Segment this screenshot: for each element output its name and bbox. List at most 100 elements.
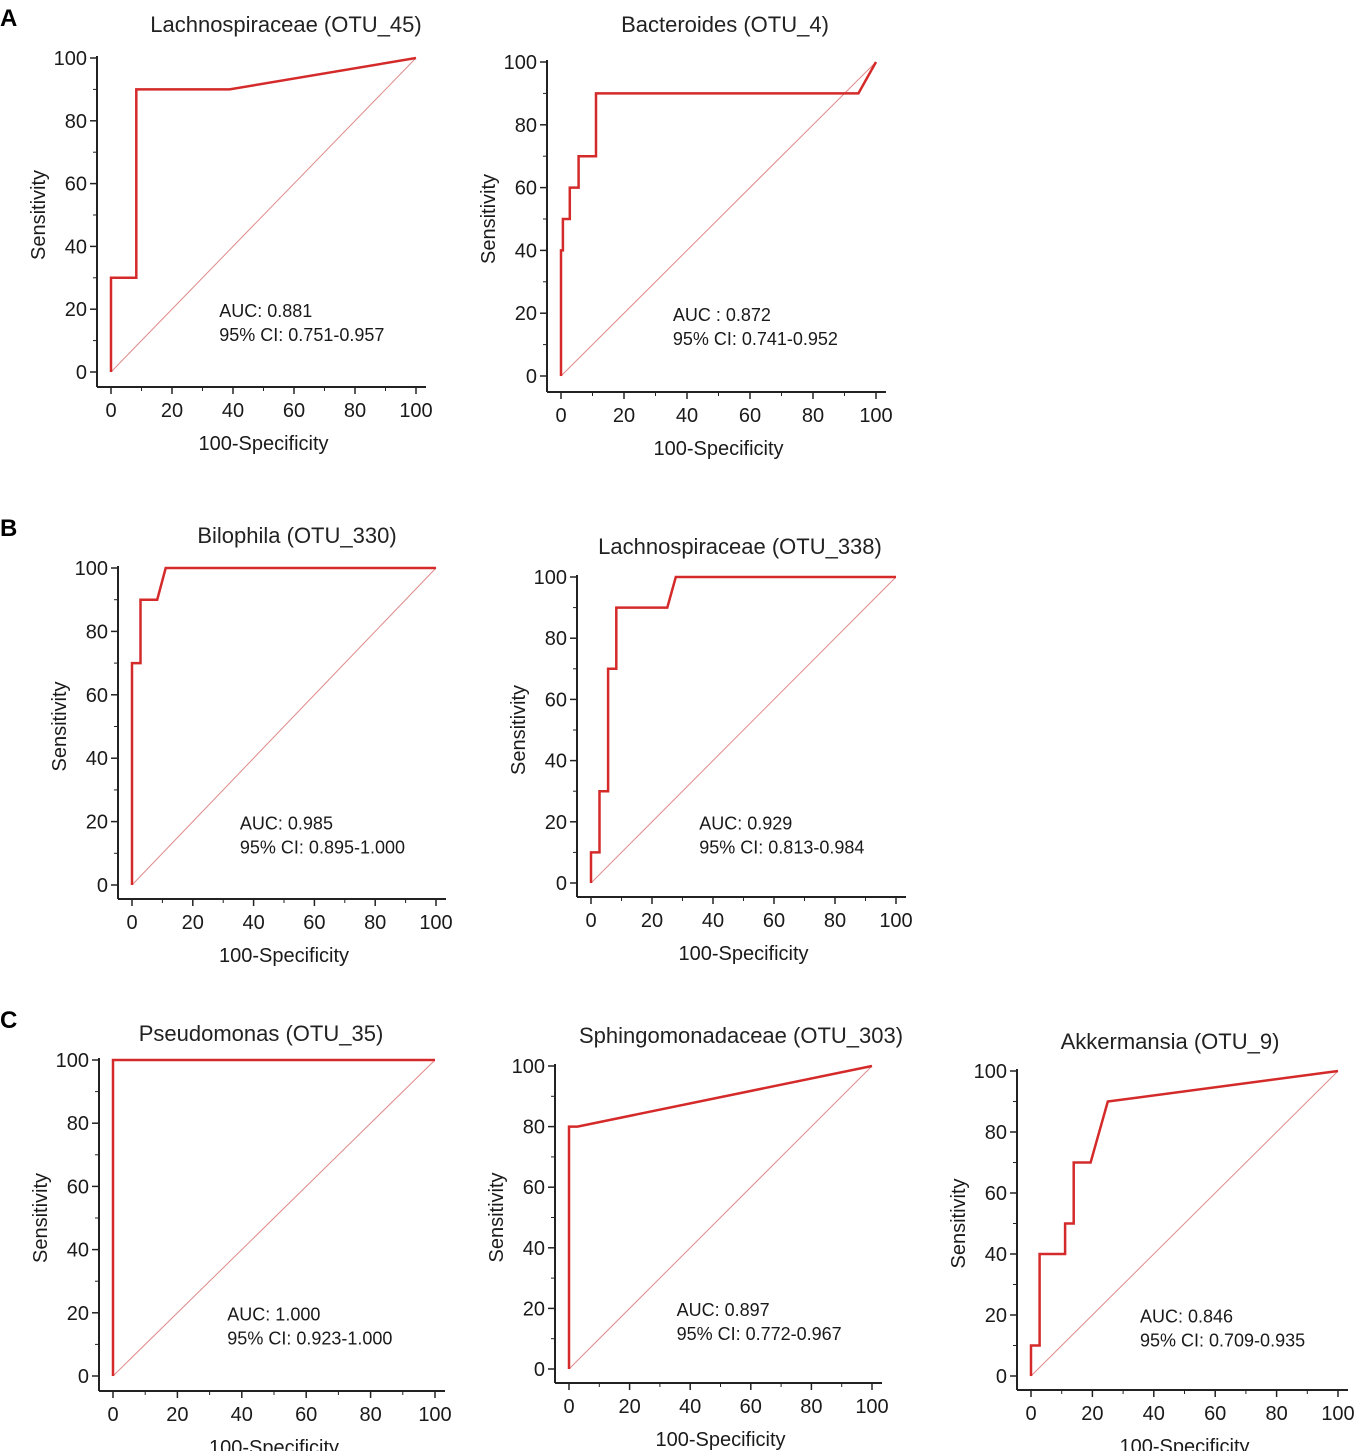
x-tick-label: 100 <box>419 912 452 934</box>
x-tick-label: 0 <box>555 405 566 427</box>
x-tick-label: 100 <box>879 910 912 932</box>
roc-chart-6: 0 20 40 60 80 100 0 20 40 60 80 100 Akkermansia (OTU… <box>948 1029 1355 1451</box>
y-axis-label: Sensitivity <box>948 1178 970 1268</box>
x-axis-label: 100-Specificity <box>209 1437 339 1451</box>
reference-diagonal <box>590 576 897 884</box>
y-axis-label: Sensitivity <box>30 1173 52 1263</box>
y-tick-label: 60 <box>86 685 108 707</box>
ci-annotation: 95% CI: 0.772-0.967 <box>677 1324 842 1344</box>
auc-annotation: AUC: 0.985 <box>240 814 333 834</box>
charts-layer: 0 20 40 60 80 100 0 20 40 60 80 100 Lachnospiraceae … <box>28 12 1355 1451</box>
reference-diagonal <box>110 57 417 373</box>
y-axis-label: Sensitivity <box>478 174 500 264</box>
x-tick-label: 20 <box>161 400 183 422</box>
x-tick-label: 60 <box>303 912 325 934</box>
y-tick-label: 0 <box>996 1366 1007 1388</box>
roc-chart-3: 0 20 40 60 80 100 0 20 40 60 80 100 Lachnospiraceae … <box>508 534 913 965</box>
panel-letter-b: B <box>0 515 17 542</box>
y-tick-label: 20 <box>65 299 87 321</box>
x-tick-label: 40 <box>679 1396 701 1418</box>
x-tick-label: 80 <box>359 1404 381 1426</box>
y-tick-label: 20 <box>545 812 567 834</box>
x-tick-label: 0 <box>126 912 137 934</box>
y-tick-label: 80 <box>523 1117 545 1139</box>
y-tick-label: 20 <box>86 812 108 834</box>
y-axis-label: Sensitivity <box>28 170 50 260</box>
y-tick-label: 100 <box>54 48 87 70</box>
x-tick-label: 60 <box>295 1404 317 1426</box>
ci-annotation: 95% CI: 0.923-1.000 <box>227 1329 392 1349</box>
y-tick-label: 100 <box>512 1056 545 1078</box>
chart-title: Sphingomonadaceae (OTU_303) <box>579 1023 903 1048</box>
x-tick-label: 20 <box>613 405 635 427</box>
y-tick-label: 100 <box>504 52 537 74</box>
y-tick-label: 60 <box>65 174 87 196</box>
roc-curve <box>559 61 878 376</box>
auc-annotation: AUC: 0.897 <box>677 1300 770 1320</box>
y-tick-label: 60 <box>985 1183 1007 1205</box>
roc-chart-5: 0 20 40 60 80 100 0 20 40 60 80 100 Sphingomonadacea… <box>486 1023 903 1451</box>
x-tick-label: 20 <box>1081 1403 1103 1425</box>
y-axis-label: Sensitivity <box>49 681 71 771</box>
x-tick-label: 60 <box>763 910 785 932</box>
panel-letter-c: C <box>0 1007 17 1034</box>
x-axis-label: 100-Specificity <box>1119 1436 1249 1451</box>
y-tick-label: 40 <box>65 236 87 258</box>
auc-annotation: AUC: 0.881 <box>219 301 312 321</box>
x-tick-label: 40 <box>702 910 724 932</box>
auc-annotation: AUC: 1.000 <box>227 1305 320 1325</box>
chart-title: Pseudomonas (OTU_35) <box>139 1021 384 1046</box>
roc-curve <box>111 1058 435 1376</box>
chart-title: Lachnospiraceae (OTU_45) <box>150 12 421 37</box>
x-tick-label: 40 <box>676 405 698 427</box>
y-tick-label: 0 <box>556 873 567 895</box>
auc-annotation: AUC : 0.872 <box>673 305 771 325</box>
roc-chart-0: 0 20 40 60 80 100 0 20 40 60 80 100 Lachnospiraceae … <box>28 12 433 455</box>
x-tick-label: 80 <box>1265 1403 1287 1425</box>
x-tick-label: 80 <box>364 912 386 934</box>
x-axis-label: 100-Specificity <box>678 943 808 965</box>
x-tick-label: 60 <box>740 1396 762 1418</box>
roc-chart-1: 0 20 40 60 80 100 0 20 40 60 80 100 Bacteroides (OTU… <box>478 12 893 460</box>
y-tick-label: 0 <box>526 366 537 388</box>
x-tick-label: 0 <box>563 1396 574 1418</box>
y-tick-label: 40 <box>67 1240 89 1262</box>
y-tick-label: 20 <box>985 1305 1007 1327</box>
x-tick-label: 100 <box>1321 1403 1354 1425</box>
y-tick-label: 0 <box>534 1359 545 1381</box>
x-tick-label: 80 <box>344 400 366 422</box>
y-tick-label: 40 <box>523 1238 545 1260</box>
y-axis-label: Sensitivity <box>508 685 530 775</box>
roc-curve <box>130 566 436 885</box>
roc-curve <box>567 1064 873 1369</box>
y-tick-label: 80 <box>545 628 567 650</box>
roc-curve <box>1029 1069 1339 1376</box>
roc-curve <box>589 575 896 883</box>
x-tick-label: 40 <box>242 912 264 934</box>
x-tick-label: 20 <box>641 910 663 932</box>
chart-title: Bilophila (OTU_330) <box>197 523 396 548</box>
ci-annotation: 95% CI: 0.813-0.984 <box>699 837 864 857</box>
ci-annotation: 95% CI: 0.895-1.000 <box>240 838 405 858</box>
x-tick-label: 80 <box>824 910 846 932</box>
roc-chart-2: 0 20 40 60 80 100 0 20 40 60 80 100 Bilophila (OTU_3… <box>49 523 453 967</box>
ci-annotation: 95% CI: 0.751-0.957 <box>219 325 384 345</box>
y-tick-label: 80 <box>515 115 537 137</box>
x-tick-label: 40 <box>231 1404 253 1426</box>
roc-curve <box>109 56 417 372</box>
y-tick-label: 0 <box>76 362 87 384</box>
y-tick-label: 100 <box>974 1061 1007 1083</box>
y-tick-label: 40 <box>86 748 108 770</box>
x-tick-label: 40 <box>222 400 244 422</box>
y-tick-label: 20 <box>523 1298 545 1320</box>
x-tick-label: 100 <box>418 1404 451 1426</box>
reference-diagonal <box>131 567 437 886</box>
x-tick-label: 100 <box>859 405 892 427</box>
x-tick-label: 0 <box>107 1404 118 1426</box>
y-tick-label: 20 <box>67 1303 89 1325</box>
y-tick-label: 100 <box>56 1050 89 1072</box>
x-tick-label: 80 <box>800 1396 822 1418</box>
x-axis-label: 100-Specificity <box>219 945 349 967</box>
x-tick-label: 60 <box>739 405 761 427</box>
